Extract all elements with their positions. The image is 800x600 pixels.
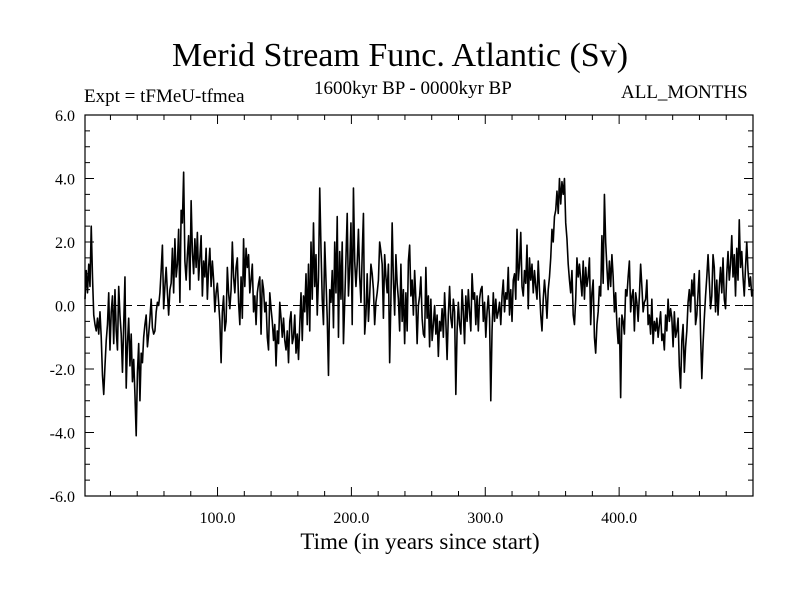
y-tick-label: -4.0	[50, 426, 75, 443]
x-tick-label: 300.0	[467, 510, 503, 527]
data-series-line	[84, 171, 754, 437]
months-label: ALL_MONTHS	[621, 82, 748, 103]
x-tick-labels: 100.0 200.0 300.0 400.0	[200, 510, 638, 527]
y-tick-label: 2.0	[55, 235, 75, 252]
x-axis-label: Time (in years since start)	[300, 529, 540, 554]
y-tick-label: -2.0	[50, 362, 75, 379]
y-tick-label: 4.0	[55, 172, 75, 189]
chart-title: Merid Stream Func. Atlantic (Sv)	[171, 37, 629, 74]
plot-frame	[84, 114, 754, 497]
y-tick-label: 0.0	[55, 299, 75, 316]
y-tick-label: -6.0	[50, 489, 75, 506]
experiment-label: Expt = tFMeU-tfmea	[84, 86, 245, 107]
time-range-subtitle: 1600kyr BP - 0000kyr BP	[314, 78, 512, 99]
x-tick-label: 200.0	[333, 510, 369, 527]
x-tick-label: 400.0	[601, 510, 637, 527]
y-tick-labels: -6.0 -4.0 -2.0 0.0 2.0 4.0 6.0	[50, 108, 75, 506]
y-tick-label: 6.0	[55, 108, 75, 125]
x-tick-label: 100.0	[200, 510, 236, 527]
axis-ticks	[85, 114, 753, 497]
